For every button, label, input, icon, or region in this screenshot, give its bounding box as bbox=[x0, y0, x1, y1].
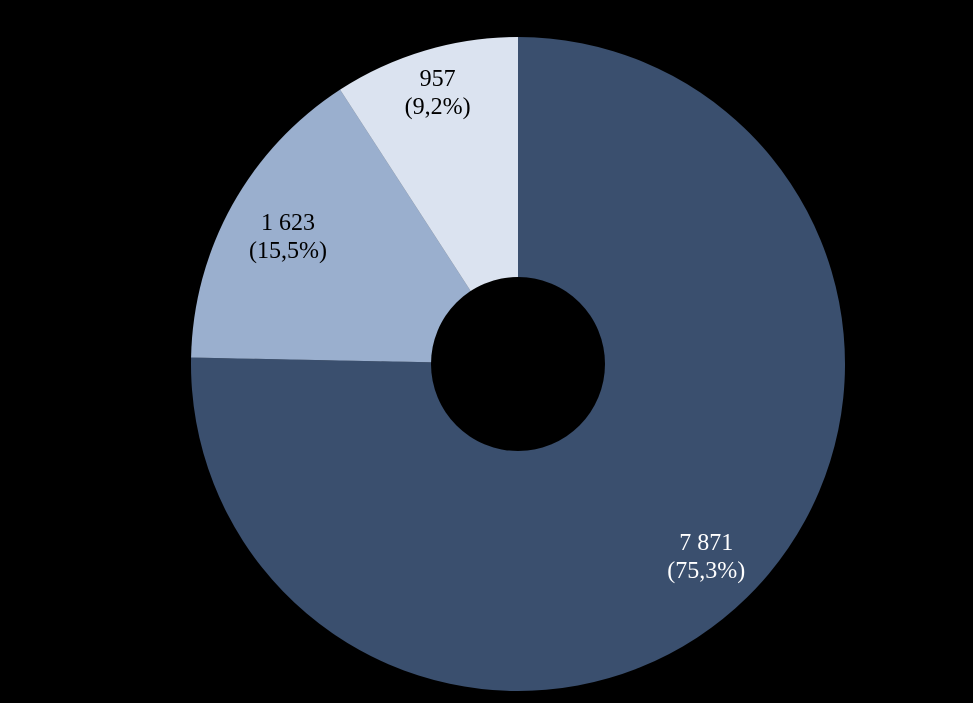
pie-slice-medium-segment bbox=[191, 89, 518, 365]
slice-value-label: 957 bbox=[420, 66, 456, 92]
slice-label-medium-segment: 1 623 (15,5%) bbox=[249, 210, 327, 264]
slice-percent-label: (75,3%) bbox=[667, 558, 745, 584]
slice-percent-label: (9,2%) bbox=[405, 94, 471, 120]
donut-hole bbox=[431, 277, 605, 451]
slice-label-small-segment: 957 (9,2%) bbox=[405, 66, 471, 120]
pie-slice-small-segment bbox=[340, 37, 518, 364]
slice-value-label: 1 623 bbox=[261, 210, 315, 236]
slice-value-label: 7 871 bbox=[679, 530, 733, 556]
slice-percent-label: (15,5%) bbox=[249, 238, 327, 264]
slice-label-largest-segment: 7 871 (75,3%) bbox=[667, 530, 745, 584]
